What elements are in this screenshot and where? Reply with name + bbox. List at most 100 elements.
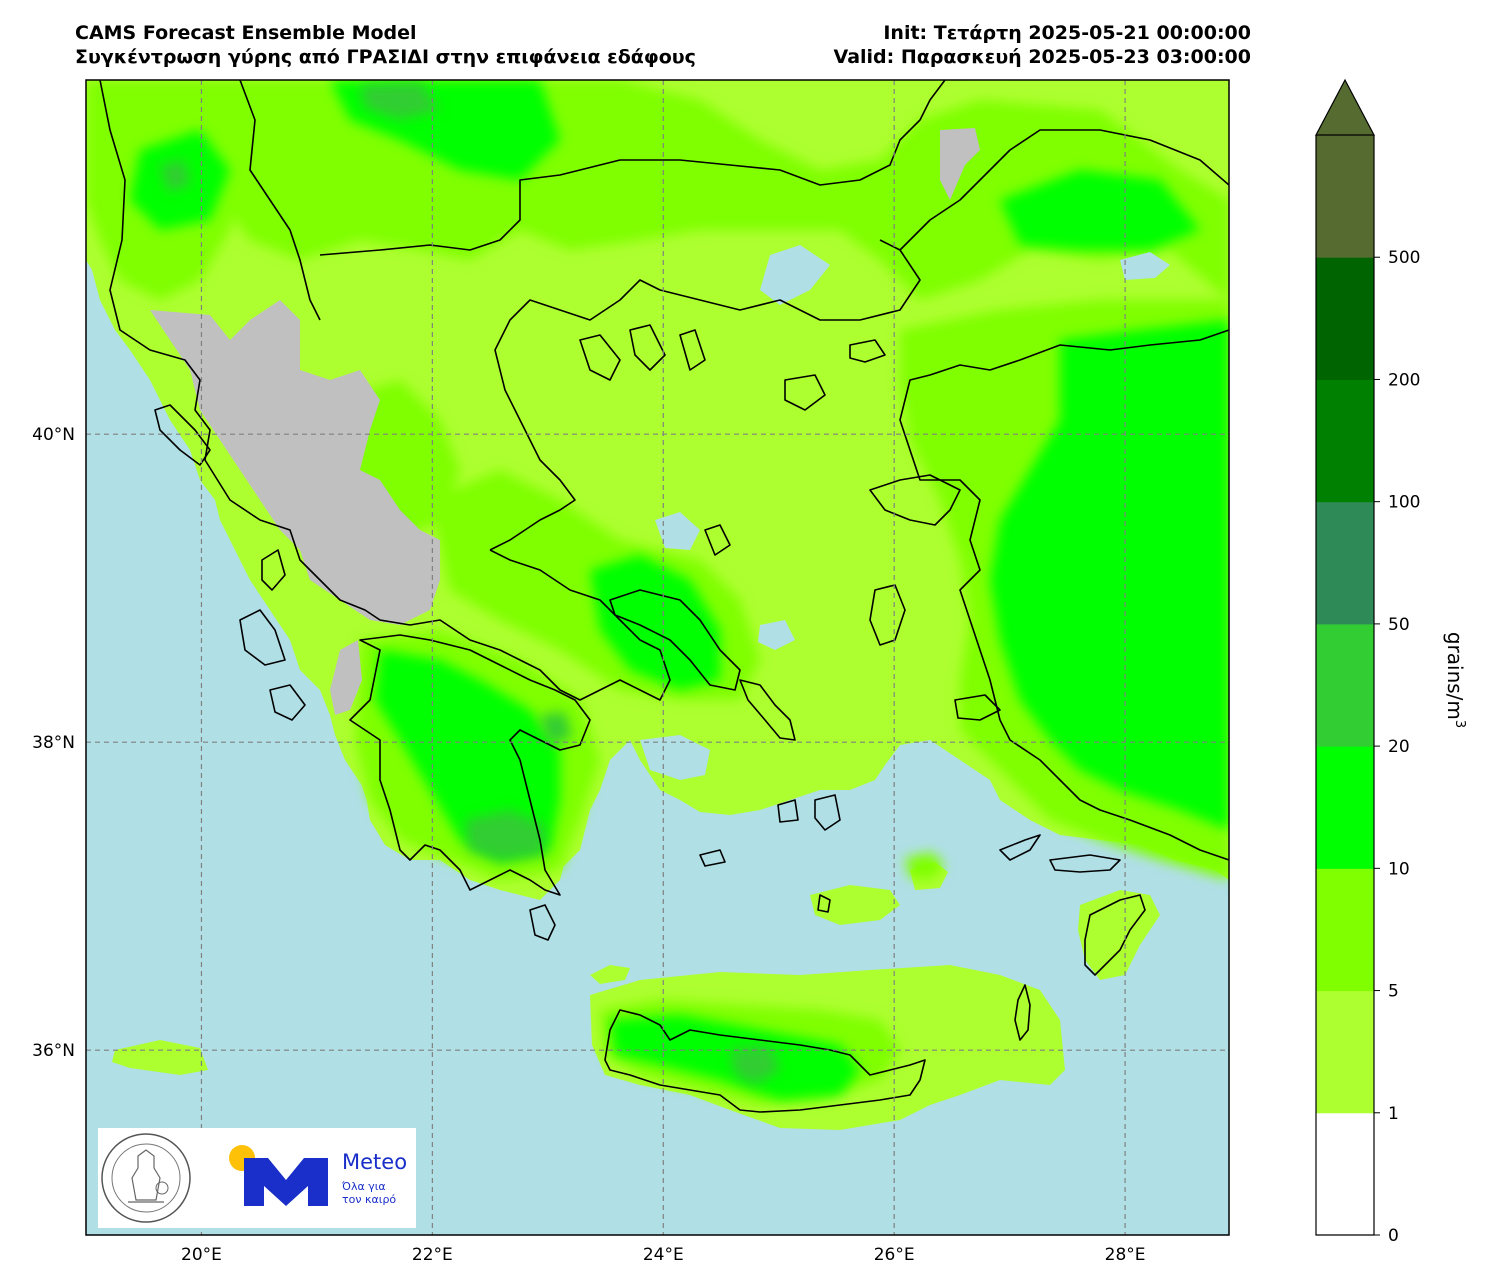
coastline-thasos <box>784 374 826 411</box>
lon-tick-label: 22°E <box>412 1245 453 1265</box>
coastline-turkey-west <box>899 329 1229 861</box>
zone-peloponnese-peak <box>465 810 545 862</box>
coastline-kos <box>999 834 1041 861</box>
valid-time: Valid: Παρασκευή 2025-05-23 03:00:00 <box>833 46 1251 68</box>
lake-central <box>655 512 700 550</box>
lon-tick-label: 26°E <box>874 1245 915 1265</box>
colorbar-level-label: 10 <box>1388 859 1410 879</box>
lat-tick-label: 36°N <box>32 1041 75 1061</box>
coastline-peloponnese <box>349 634 591 896</box>
lat-tick-label: 38°N <box>32 733 75 753</box>
colorbar-level-label: 200 <box>1388 370 1420 390</box>
coastline-corfu <box>154 404 211 466</box>
coastline-zakynthos <box>269 684 306 721</box>
map-plot-area <box>86 80 1229 1235</box>
colorbar-extend-arrow <box>1315 78 1375 136</box>
colorbar-segment <box>1316 868 1374 992</box>
no-data-west-peloponnese <box>330 640 362 715</box>
coastline-limnos <box>849 339 886 363</box>
colorbar-level-label: 1 <box>1388 1104 1399 1124</box>
colorbar-segment <box>1316 257 1374 380</box>
coastline-milos <box>699 849 726 867</box>
colorbar-unit-label: grains/m3 <box>1443 632 1467 728</box>
coastline-naxos <box>814 794 841 831</box>
coastline-paros <box>777 799 799 823</box>
observatory-seal-icon <box>101 1133 191 1223</box>
lon-tick-label: 20°E <box>181 1245 222 1265</box>
lake-east <box>758 620 795 650</box>
pollen-level-10-20 <box>130 80 1229 1100</box>
colorbar-segment <box>1316 379 1374 503</box>
colorbar-level-label: 0 <box>1388 1226 1399 1246</box>
colorbar-frame <box>1315 135 1375 1236</box>
land-patch-sea-south <box>590 965 630 984</box>
zone-north-peak <box>360 82 440 120</box>
border-north-1 <box>239 80 321 321</box>
colorbar-level-label: 20 <box>1388 737 1410 757</box>
coastline-andros <box>739 679 796 741</box>
border-turkey <box>899 129 1229 251</box>
gridlines <box>86 80 1229 1235</box>
coastline-north-aegean <box>489 239 921 551</box>
colorbar-segment <box>1316 501 1374 625</box>
zone-central-hotspot <box>590 555 720 690</box>
zone-peloponnese-peak-2 <box>540 712 572 745</box>
pollen-level-20-50 <box>160 82 780 1085</box>
meteo-tagline-line-1: Όλα για <box>342 1180 386 1193</box>
init-time: Init: Τετάρτη 2025-05-21 00:00:00 <box>883 22 1251 44</box>
variable-description: Συγκέντρωση γύρης από ΓΡΑΣΙΔΙ στην επιφά… <box>75 46 696 68</box>
meteo-wordmark: Meteo <box>342 1150 408 1174</box>
lat-tick-label: 40°N <box>32 425 75 445</box>
zone-turkey-core <box>990 320 1229 830</box>
coastlines <box>99 80 1229 1113</box>
coastline-euboea <box>609 589 741 691</box>
no-data-epirus <box>150 300 440 625</box>
meteo-tagline-line-2: τον καιρό <box>342 1193 397 1206</box>
coastline-santorini <box>817 894 831 913</box>
coastline-skopelos <box>704 524 731 556</box>
title-left: CAMS Forecast Ensemble Model Συγκέντρωση… <box>75 21 696 69</box>
zone-crete-peak <box>730 1045 780 1085</box>
coastline-crete <box>604 1009 926 1113</box>
no-data-areas <box>150 128 980 715</box>
map-frame <box>85 79 1230 1236</box>
coastline-chios <box>869 584 906 646</box>
no-data-thrace <box>940 128 980 200</box>
colorbar-level-label: 50 <box>1388 615 1410 635</box>
zone-albania-peak <box>160 160 190 192</box>
zone-north-hotspot-2 <box>1000 170 1200 250</box>
lake-north-east <box>1120 252 1170 280</box>
meteo-logo-icon <box>229 1145 328 1206</box>
coastline-west-mainland <box>99 80 671 701</box>
colorbar-level-label: 100 <box>1388 493 1420 513</box>
colorbar-segment <box>1316 990 1374 1114</box>
zone-kos <box>905 852 945 880</box>
coastline-kefalonia <box>239 609 286 666</box>
coastline-kythira <box>529 904 556 941</box>
coastline-karpathos <box>1014 984 1031 1041</box>
coastline-lefkada <box>261 549 286 591</box>
zone-peloponnese-core <box>375 650 560 860</box>
lake-thrace <box>760 245 830 305</box>
colorbar: 0 1 5 10 20 50 100 200 500 <box>1315 78 1420 1246</box>
land-patch-cyclades <box>810 885 900 925</box>
meteo-tagline: Όλα για τον καιρό <box>342 1180 414 1206</box>
coastline-bodrum <box>1049 854 1121 873</box>
logo-panel: Meteo Όλα για τον καιρό <box>98 1128 416 1228</box>
colorbar-segment <box>1316 135 1374 258</box>
lon-tick-label: 24°E <box>643 1245 684 1265</box>
model-title: CAMS Forecast Ensemble Model <box>75 22 417 44</box>
coastline-rhodes <box>1084 894 1146 976</box>
lake-aegean-south <box>640 735 710 780</box>
axis-ticks: 20°E 22°E 24°E 26°E 28°E 40°N 38°N 36°N <box>32 425 1145 1265</box>
colorbar-level-label: 5 <box>1388 982 1399 1002</box>
lon-tick-label: 28°E <box>1105 1245 1146 1265</box>
coastline-samos <box>954 694 1001 721</box>
colorbar-segment <box>1316 623 1374 747</box>
border-north-2 <box>319 80 946 256</box>
land-rhodes-halo <box>1078 890 1160 980</box>
coastline-halkidiki <box>579 324 706 381</box>
land-patch-west <box>112 1040 208 1075</box>
colorbar-segment <box>1316 1112 1374 1236</box>
